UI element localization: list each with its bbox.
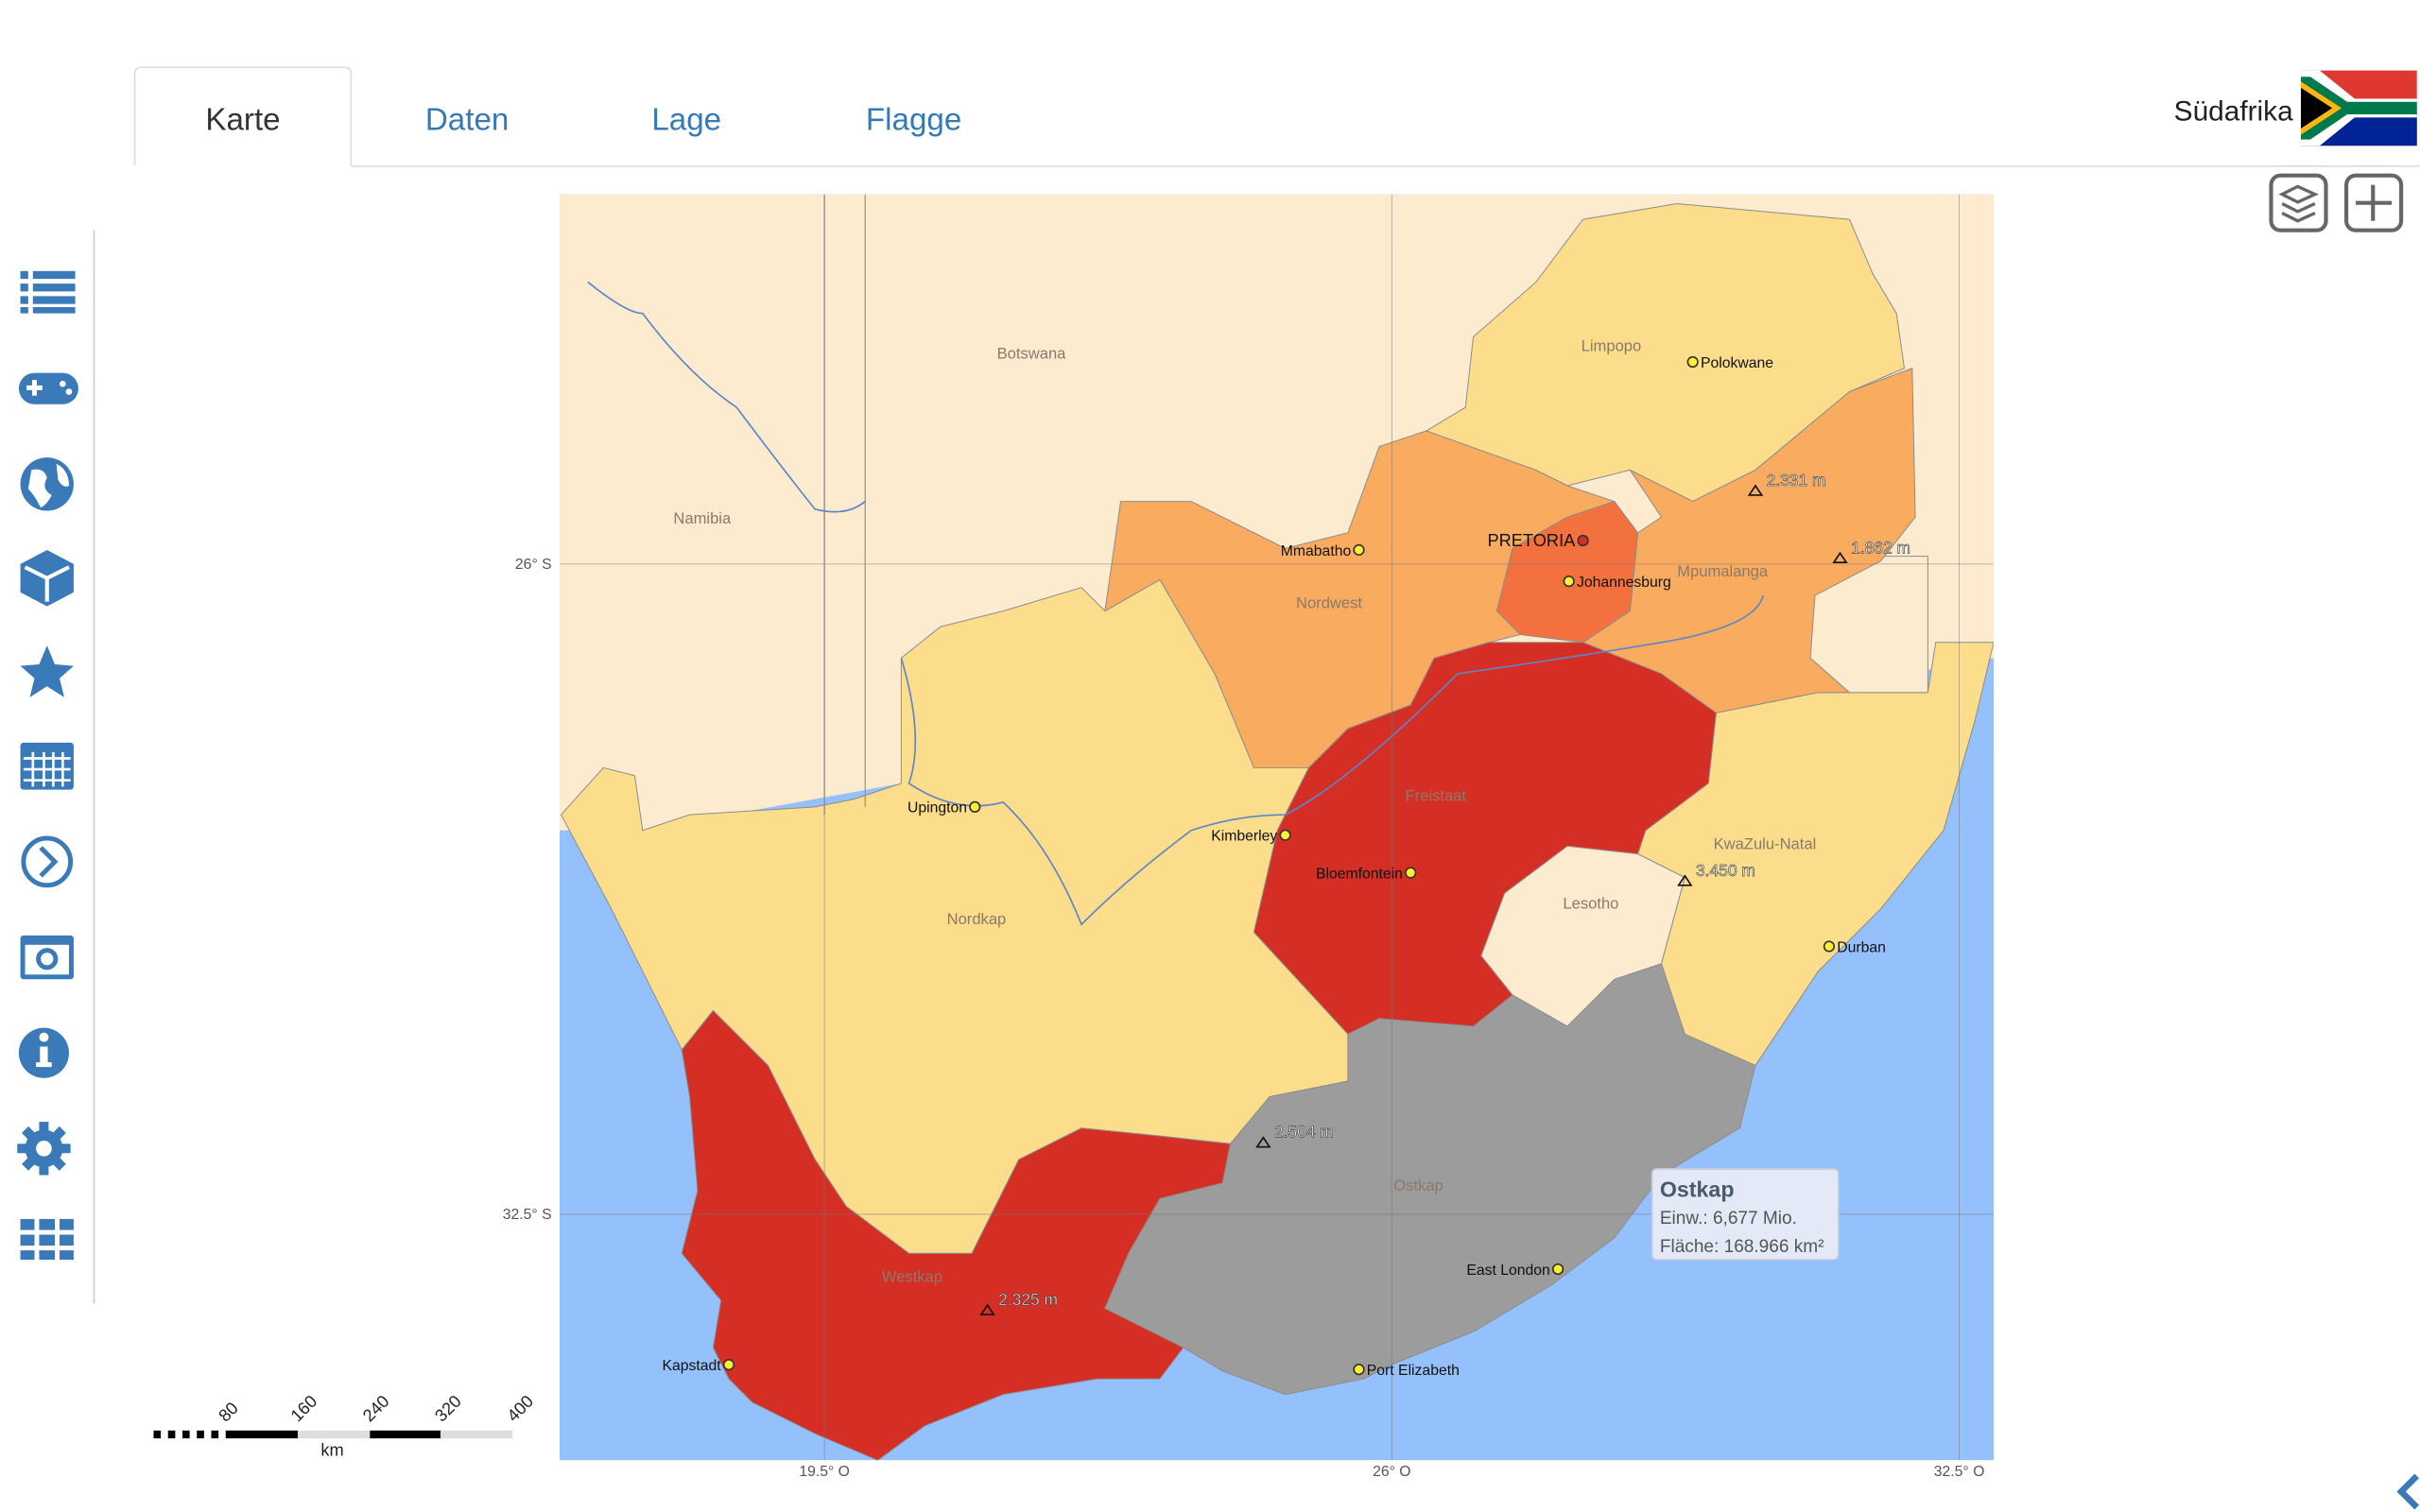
scale-segment: [370, 1430, 442, 1439]
grid-icon[interactable]: [20, 1218, 74, 1261]
city-marker: [1353, 1363, 1365, 1376]
globe-icon[interactable]: [20, 457, 74, 511]
city-label: PRETORIA: [1488, 530, 1577, 550]
sidebar: [17, 270, 78, 1261]
scale-segment: [225, 1430, 299, 1439]
city-marker: [1551, 1263, 1564, 1276]
city-label: East London: [1466, 1263, 1549, 1279]
region-label: Westkap: [882, 1267, 942, 1285]
scale-segment: [298, 1430, 371, 1439]
city-label: Port Elizabeth: [1367, 1363, 1460, 1379]
peak-marker: [1255, 1136, 1271, 1148]
scale-tick-label: 320: [431, 1391, 465, 1425]
city-label: Polokwane: [1701, 355, 1773, 371]
city-label: Johannesburg: [1577, 575, 1671, 591]
tab[interactable]: Flagge: [866, 103, 961, 138]
tooltip-box: [1651, 1168, 1840, 1261]
region-shape: [1495, 500, 1639, 644]
region-label: Nordkap: [947, 910, 1007, 928]
peak-marker: [1832, 551, 1848, 564]
gamepad-icon[interactable]: [18, 372, 78, 404]
region-label: Namibia: [673, 509, 732, 527]
city-label: Upington: [908, 800, 967, 816]
city-label: Kapstadt: [663, 1358, 722, 1374]
peak-label: 2.325 m: [998, 1290, 1058, 1309]
city-marker: [1563, 575, 1575, 588]
scale-segment: [182, 1430, 190, 1439]
scale-tick-label: 80: [215, 1398, 242, 1425]
latitude-label: 26° S: [515, 557, 552, 573]
longitude-label: 19.5° O: [799, 1464, 850, 1480]
info-icon[interactable]: [18, 1027, 69, 1078]
peak-label: 3.450 m: [1696, 861, 1755, 880]
active-tab[interactable]: [133, 66, 353, 166]
city-marker: [1686, 355, 1699, 369]
tab[interactable]: Karte: [205, 103, 280, 138]
region-shape: [1637, 642, 1995, 1067]
scale-segment: [153, 1430, 162, 1439]
collapse-chevron[interactable]: [2396, 1473, 2420, 1510]
flag: [2300, 70, 2417, 146]
peak-label: 1.862 m: [1851, 538, 1910, 557]
city-marker: [1823, 940, 1836, 953]
region-label: Ostkap: [1393, 1177, 1443, 1194]
layers-button[interactable]: [2269, 173, 2328, 232]
region-label: Freistaat: [1406, 786, 1467, 804]
region-label: KwaZulu-Natal: [1714, 835, 1817, 853]
calendar-icon[interactable]: [20, 742, 74, 790]
region-label: Limpopo: [1582, 336, 1642, 354]
list-icon[interactable]: [20, 270, 76, 314]
scale-tick-label: 240: [358, 1391, 392, 1425]
region-label: Mpumalanga: [1677, 562, 1769, 580]
arrow-circle-icon[interactable]: [21, 835, 74, 888]
peak-marker: [1747, 484, 1764, 496]
city-marker: [969, 800, 981, 814]
camera-icon[interactable]: [20, 935, 74, 980]
tab[interactable]: Lage: [651, 103, 721, 138]
scale-tick-label: 160: [286, 1391, 320, 1425]
city-marker: [1405, 867, 1417, 879]
scale-segment: [440, 1430, 513, 1439]
peak-marker: [1677, 874, 1693, 886]
zoom-in-button[interactable]: [2343, 173, 2404, 232]
map[interactable]: Limpopo Mpumalanga Nordwest Freistaat KwaZul…: [559, 194, 1995, 1461]
peak-label: 2.331 m: [1767, 471, 1826, 490]
scale-bar: 80 160 240 320 400 km: [153, 1391, 537, 1459]
tab[interactable]: Daten: [425, 103, 509, 138]
river: [587, 281, 1765, 926]
tooltip-line: Fläche: 168.966 km²: [1660, 1237, 1824, 1257]
scale-segment: [197, 1430, 204, 1439]
city-marker: [722, 1359, 735, 1371]
tooltip: Ostkap Einw.: 6,677 Mio. Fläche: 168.966 k…: [1651, 1168, 1840, 1261]
city-marker: [1353, 543, 1365, 557]
region-label: Lesotho: [1563, 895, 1618, 913]
settings-icon[interactable]: [17, 1122, 71, 1176]
region-label: Botswana: [997, 345, 1067, 363]
region-label: Nordwest: [1296, 593, 1362, 611]
tooltip-title: Ostkap: [1660, 1177, 1735, 1202]
scale-tick-label: 400: [503, 1391, 537, 1425]
scale-segment: [211, 1430, 219, 1439]
country-name: Südafrika: [2174, 96, 2293, 128]
cube-icon[interactable]: [20, 549, 74, 607]
peak-label: 2.504 m: [1274, 1123, 1334, 1142]
longitude-label: 26° O: [1373, 1464, 1410, 1480]
star-icon[interactable]: [20, 645, 74, 697]
city-marker: [1279, 829, 1291, 841]
longitude-label: 32.5° O: [1934, 1464, 1985, 1480]
city-label: Bloemfontein: [1316, 866, 1403, 882]
scale-segment: [167, 1430, 176, 1439]
scale-unit: km: [320, 1439, 343, 1459]
peak-marker: [979, 1303, 995, 1315]
city-marker: [1577, 534, 1589, 547]
city-label: Mmabatho: [1281, 543, 1352, 559]
city-label: Durban: [1837, 939, 1886, 955]
region-shape: [1425, 203, 1906, 503]
latitude-label: 32.5° S: [503, 1207, 552, 1223]
city-label: Kimberley: [1211, 829, 1277, 845]
tooltip-line: Einw.: 6,677 Mio.: [1660, 1209, 1797, 1228]
